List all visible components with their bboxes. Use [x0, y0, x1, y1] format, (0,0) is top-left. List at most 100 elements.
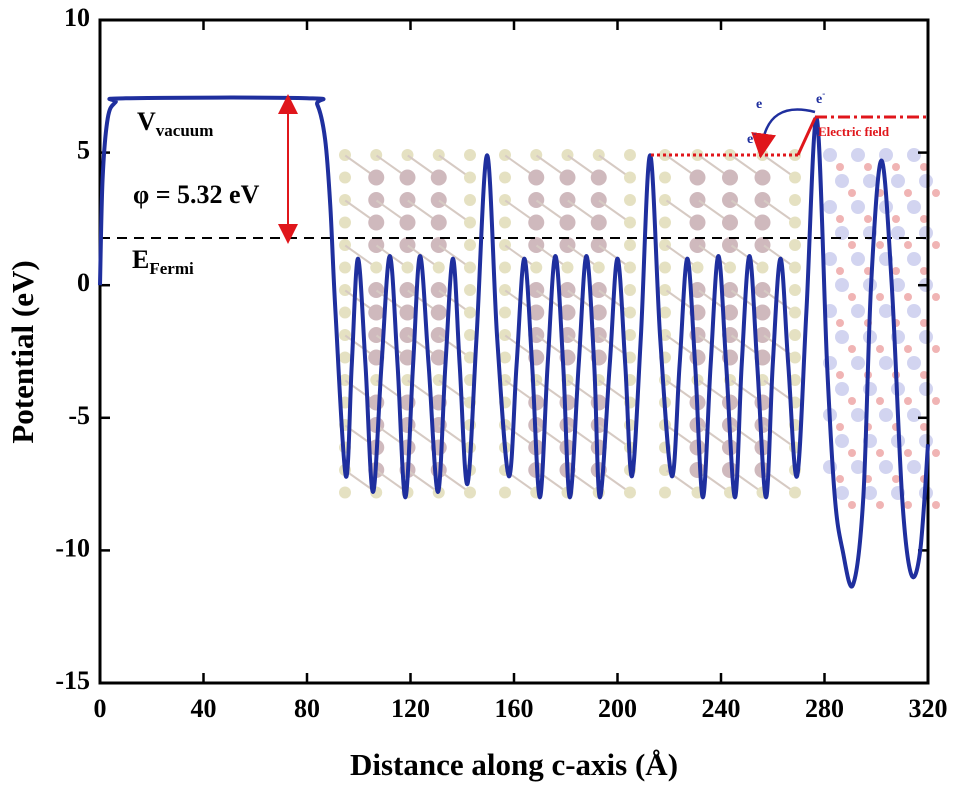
- atom: [624, 284, 636, 296]
- atom: [659, 171, 671, 184]
- atom: [904, 189, 912, 197]
- atom: [339, 351, 351, 364]
- atom: [789, 486, 801, 499]
- atom: [932, 501, 940, 509]
- atom: [559, 237, 576, 253]
- atom: [559, 282, 576, 298]
- atom: [864, 163, 872, 171]
- x-tick-label: 280: [805, 694, 844, 723]
- atom: [464, 171, 476, 184]
- atom: [879, 304, 893, 318]
- atom: [932, 241, 940, 249]
- atom: [430, 214, 447, 231]
- bond: [504, 244, 537, 269]
- annotation-sup: -: [822, 88, 825, 98]
- atom: [932, 293, 940, 301]
- bond: [698, 244, 731, 269]
- atom: [370, 261, 383, 274]
- atom: [689, 237, 706, 253]
- atom: [722, 282, 738, 298]
- atom: [528, 304, 545, 321]
- atom: [464, 239, 476, 251]
- atom: [368, 214, 385, 231]
- atom: [689, 169, 706, 186]
- atom: [339, 306, 351, 319]
- atom: [592, 261, 605, 274]
- atom: [876, 449, 884, 457]
- atom: [624, 351, 636, 364]
- x-tick-label: 80: [294, 694, 320, 723]
- atom: [624, 149, 636, 161]
- bond: [665, 244, 699, 269]
- atom: [789, 284, 801, 296]
- atom: [430, 327, 447, 343]
- y-tick-label: 0: [77, 268, 90, 297]
- atom: [754, 214, 771, 231]
- atom: [754, 327, 771, 343]
- atom: [904, 293, 912, 301]
- atom: [528, 237, 545, 253]
- atom: [789, 171, 801, 184]
- bond: [535, 244, 569, 269]
- atom: [848, 345, 856, 353]
- atom: [754, 394, 771, 411]
- atom: [368, 237, 385, 253]
- atom: [559, 169, 576, 186]
- atom: [528, 192, 545, 208]
- atom: [559, 394, 576, 411]
- atom: [659, 216, 671, 229]
- atom: [559, 192, 576, 208]
- annotation-sup: -: [753, 128, 756, 138]
- atom: [339, 171, 351, 184]
- atom: [590, 394, 607, 411]
- annotation-text: E: [132, 245, 149, 274]
- annotation-text: φ = 5.32 eV: [133, 180, 260, 209]
- annotation: Electric field: [818, 124, 890, 139]
- bond: [598, 154, 631, 179]
- atom: [932, 345, 940, 353]
- atom: [722, 192, 738, 208]
- bond: [598, 244, 631, 269]
- atom: [823, 200, 837, 214]
- bond: [598, 199, 631, 224]
- bond: [438, 469, 471, 494]
- atom: [835, 434, 849, 448]
- atom: [590, 214, 607, 231]
- atom: [722, 169, 738, 186]
- atom: [464, 149, 476, 161]
- annotation: e-: [747, 128, 756, 147]
- atom: [689, 349, 706, 366]
- atom: [464, 306, 476, 319]
- atom: [689, 282, 706, 298]
- atom: [789, 239, 801, 251]
- atom: [920, 423, 928, 431]
- atom: [863, 486, 877, 500]
- atom: [722, 214, 738, 231]
- atom: [722, 304, 738, 321]
- atom: [624, 216, 636, 229]
- atom: [499, 306, 511, 319]
- bond: [407, 244, 440, 269]
- atom: [754, 237, 771, 253]
- atom: [430, 192, 447, 208]
- atom: [339, 486, 351, 499]
- atom: [590, 304, 607, 321]
- x-tick-label: 200: [598, 694, 637, 723]
- atom: [528, 214, 545, 231]
- annotation-text: e: [756, 97, 762, 112]
- atom: [430, 349, 447, 366]
- atom: [836, 163, 844, 171]
- atom: [754, 282, 771, 298]
- atom: [876, 293, 884, 301]
- atom: [339, 216, 351, 229]
- atom: [430, 304, 447, 321]
- y-tick-label: -10: [55, 533, 90, 562]
- atom: [399, 169, 416, 186]
- atom: [399, 282, 416, 298]
- atom: [892, 215, 900, 223]
- atom: [851, 200, 865, 214]
- atom: [907, 408, 921, 422]
- atom: [724, 261, 736, 274]
- atom: [659, 486, 671, 499]
- atom: [368, 169, 385, 186]
